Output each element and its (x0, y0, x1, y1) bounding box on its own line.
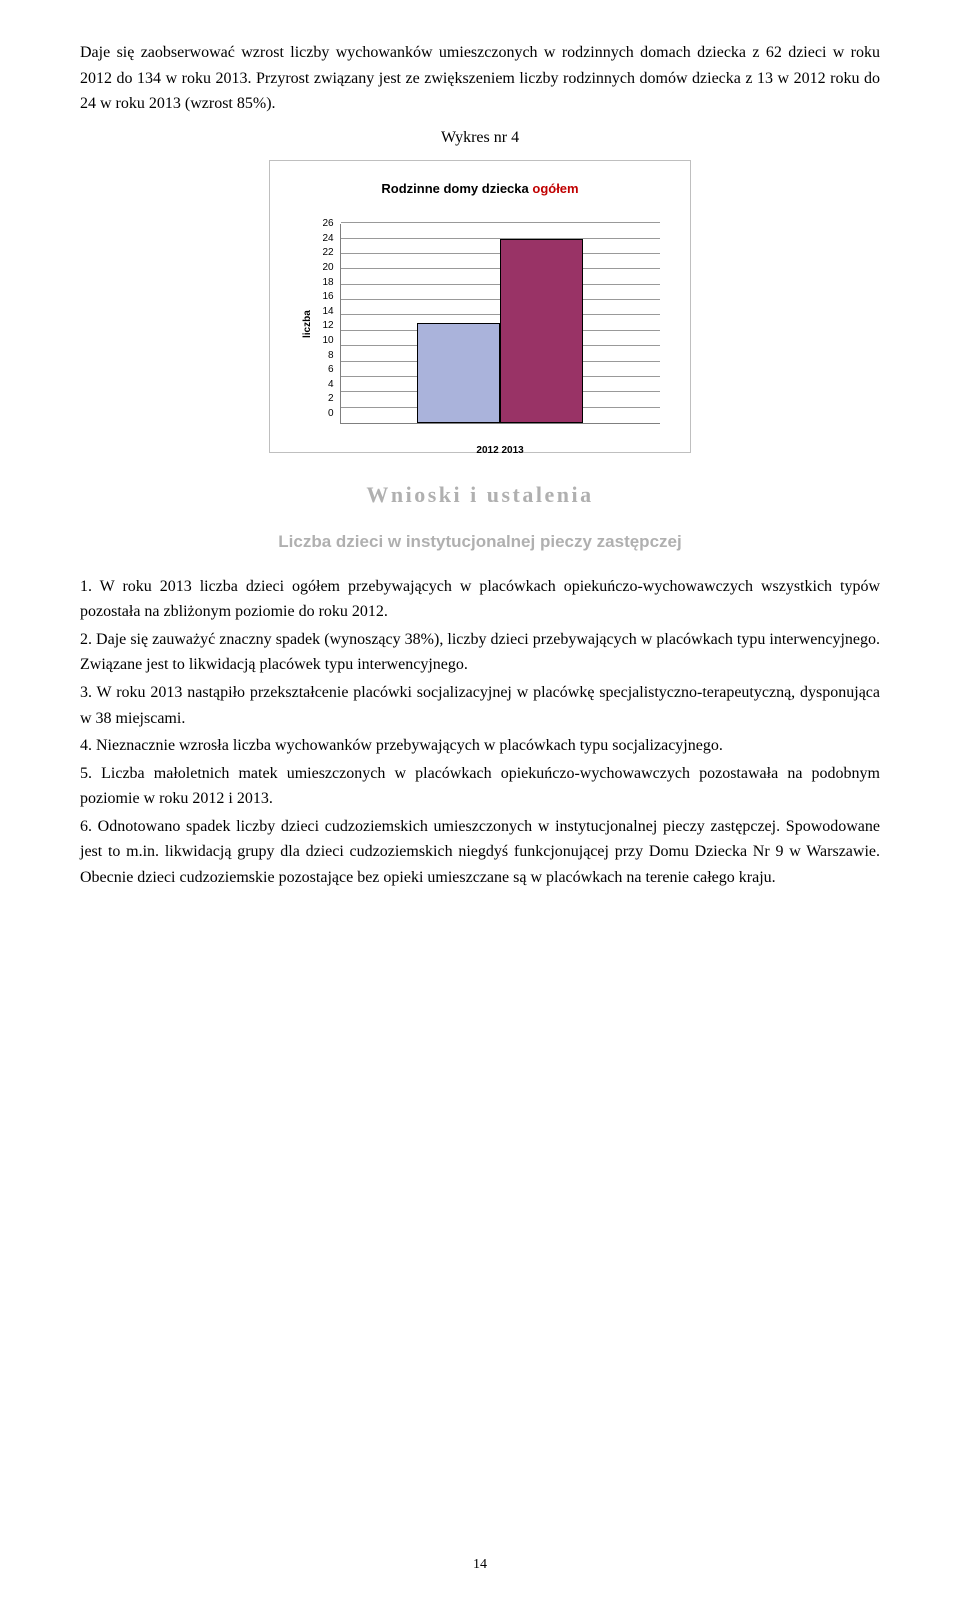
y-tick: 18 (322, 278, 333, 288)
chart-caption: Wykres nr 4 (80, 125, 880, 151)
chart-plot: 2012 2013 (340, 224, 660, 424)
x-axis-label: 2012 2013 (341, 443, 660, 459)
y-tick: 24 (322, 234, 333, 244)
intro-paragraph: Daje się zaobserwować wzrost liczby wych… (80, 40, 880, 117)
grid-line (341, 222, 660, 223)
y-tick: 0 (322, 409, 333, 419)
y-tick: 4 (322, 380, 333, 390)
bar (500, 239, 583, 424)
chart-area: liczba 26 24 22 20 18 16 14 12 10 8 6 4 … (300, 224, 659, 424)
sub-heading: Liczba dzieci w instytucjonalnej pieczy … (80, 528, 880, 555)
list-item: 2. Daje się zauważyć znaczny spadek (wyn… (80, 627, 880, 678)
y-tick: 6 (322, 365, 333, 375)
y-tick: 10 (322, 336, 333, 346)
y-tick: 20 (322, 263, 333, 273)
list-item: 6. Odnotowano spadek liczby dzieci cudzo… (80, 814, 880, 891)
list-item: 1. W roku 2013 liczba dzieci ogółem prze… (80, 574, 880, 625)
chart-box: Rodzinne domy dziecka ogółem liczba 26 2… (269, 160, 690, 453)
section-heading: Wnioski i ustalenia (80, 477, 880, 512)
y-tick: 26 (322, 219, 333, 229)
y-tick: 2 (322, 394, 333, 404)
y-tick: 8 (322, 351, 333, 361)
chart-title-accent: ogółem (532, 181, 578, 196)
chart-title-prefix: Rodzinne domy dziecka (381, 181, 532, 196)
list-item: 3. W roku 2013 nastąpiło przekształcenie… (80, 680, 880, 731)
y-tick: 12 (322, 321, 333, 331)
y-tick: 16 (322, 292, 333, 302)
y-tick: 22 (322, 248, 333, 258)
list-item: 4. Nieznacznie wzrosła liczba wychowankó… (80, 733, 880, 759)
chart-container: Rodzinne domy dziecka ogółem liczba 26 2… (80, 160, 880, 453)
page-number: 14 (0, 1554, 960, 1576)
chart-title: Rodzinne domy dziecka ogółem (300, 179, 659, 200)
bar (417, 323, 500, 423)
list-item: 5. Liczba małoletnich matek umieszczonyc… (80, 761, 880, 812)
y-ticks: 26 24 22 20 18 16 14 12 10 8 6 4 2 0 (322, 224, 333, 424)
y-tick: 14 (322, 307, 333, 317)
y-axis-label: liczba (300, 224, 316, 424)
